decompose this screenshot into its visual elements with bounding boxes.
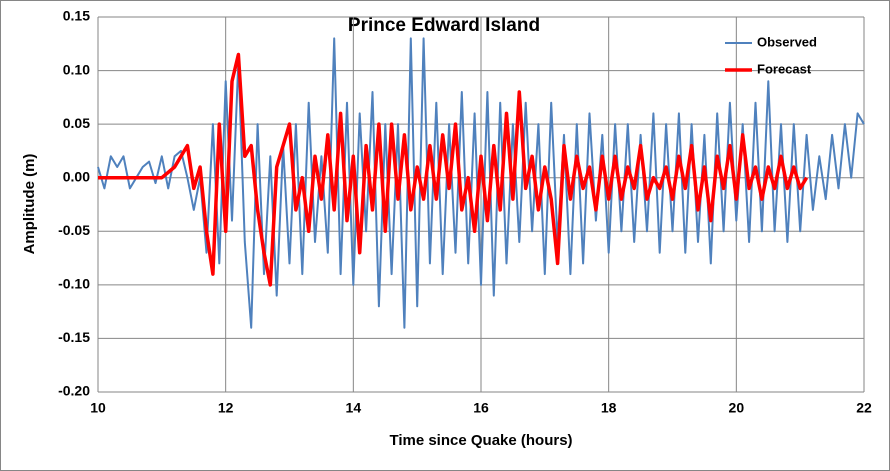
legend-label: Forecast <box>757 61 812 76</box>
x-tick-label: 16 <box>473 400 489 416</box>
y-tick-label: 0.15 <box>63 8 90 24</box>
y-tick-label: 0.10 <box>63 61 90 77</box>
data-line <box>97 37 865 329</box>
data-line <box>98 52 809 287</box>
legend-label: Observed <box>757 34 817 49</box>
y-axis-label: Amplitude (m) <box>21 154 38 255</box>
y-tick-label: 0.05 <box>63 115 90 131</box>
y-tick-label: 0.00 <box>63 168 90 184</box>
x-tick-label: 22 <box>856 400 872 416</box>
x-tick-label: 12 <box>218 400 234 416</box>
x-tick-label: 20 <box>729 400 745 416</box>
y-tick-label: -0.10 <box>58 276 90 292</box>
x-axis-label: Time since Quake (hours) <box>389 432 572 449</box>
x-tick-label: 10 <box>90 400 106 416</box>
y-tick-label: -0.20 <box>58 383 90 399</box>
x-tick-label: 14 <box>346 400 362 416</box>
y-tick-label: -0.05 <box>58 222 90 238</box>
y-tick-label: -0.15 <box>58 329 90 345</box>
chart-title: Prince Edward Island <box>348 15 540 36</box>
x-tick-label: 18 <box>601 400 617 416</box>
